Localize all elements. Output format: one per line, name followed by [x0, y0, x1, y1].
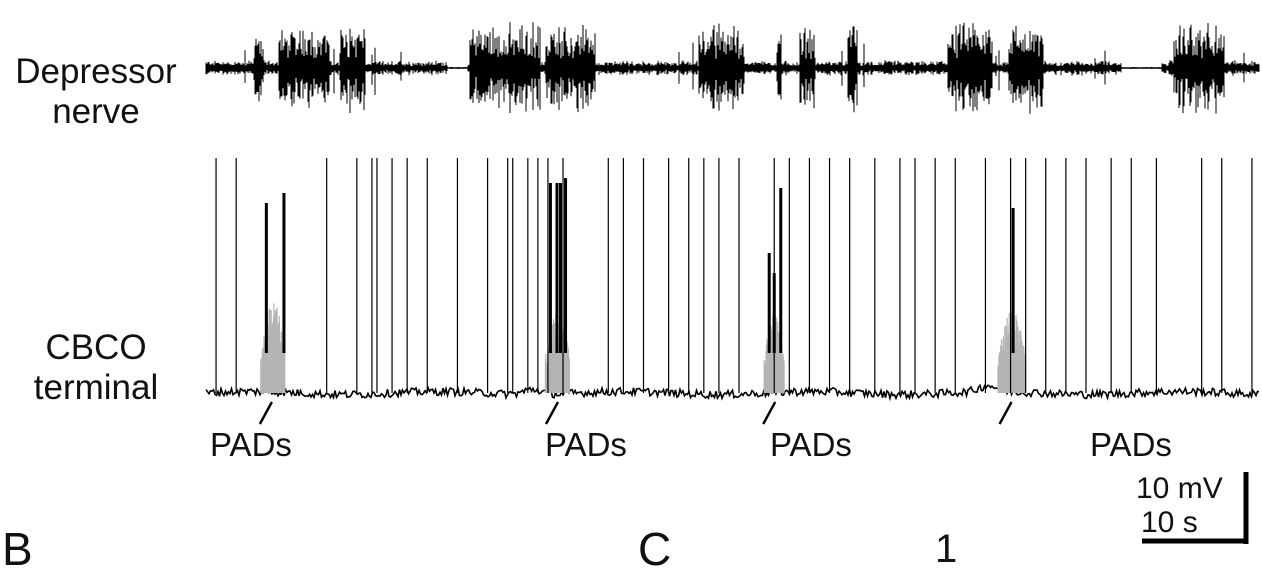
cbco-terminal-label: CBCO terminal [0, 328, 192, 408]
depressor-nerve-trace [205, 22, 1260, 114]
cbco-baseline [205, 383, 1260, 402]
scale-bar-time-label: 10 s [1141, 506, 1198, 539]
pads-label-1: PADs [210, 426, 292, 463]
panel-label-b: B [2, 523, 33, 575]
pad-pointer-3 [762, 401, 777, 425]
depressor-label-line-1: Depressor [15, 52, 177, 91]
scale-bar-voltage-label: 10 mV [1136, 472, 1223, 505]
pad-pointer-4 [998, 401, 1013, 425]
cbco-label-line-1: CBCO [45, 328, 147, 367]
pad-pointer-lines [258, 401, 1013, 425]
pads-label-3: PADs [770, 426, 852, 463]
pad-pointer-1 [258, 401, 273, 425]
pad-burst-1 [260, 303, 286, 393]
cbco-terminal-trace [205, 383, 1260, 402]
cbco-spikes [215, 158, 1253, 393]
depressor-label-line-2: nerve [52, 92, 140, 131]
depressor-nerve-label: Depressor nerve [0, 52, 192, 132]
pad-bursts [260, 303, 1027, 393]
stray-text-1: 1 [935, 527, 958, 571]
cbco-label-line-2: terminal [33, 368, 159, 407]
pad-pointer-2 [544, 401, 560, 425]
pad-burst-3 [763, 316, 785, 393]
panel-label-c: C [638, 523, 672, 575]
pads-label-2: PADs [545, 426, 627, 463]
pads-label-4: PADs [1090, 426, 1172, 463]
scale-bar [1142, 472, 1249, 544]
trace-plot [205, 22, 1260, 544]
depressor-nerve-signal [205, 22, 1260, 114]
